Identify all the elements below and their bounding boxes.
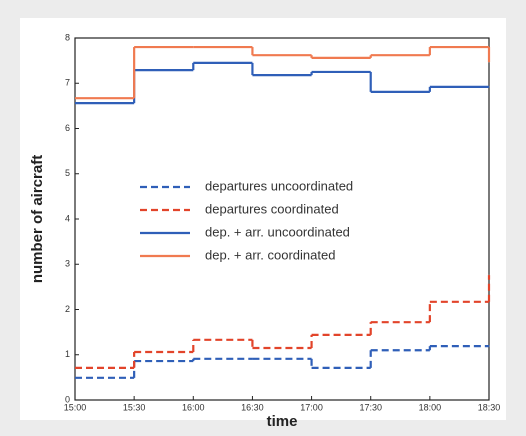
x-tick-label: 15:00 [64,402,87,412]
y-tick-label: 0 [65,394,70,404]
y-tick-label: 1 [65,349,70,359]
y-tick-label: 3 [65,259,70,269]
x-tick-label: 18:00 [419,402,442,412]
legend-label: dep. + arr. coordinated [205,247,335,262]
x-tick-label: 17:00 [300,402,323,412]
y-tick-label: 7 [65,78,70,88]
step-end [488,61,490,63]
y-tick-label: 2 [65,304,70,314]
legend-label: departures coordinated [205,201,339,216]
x-axis-title: time [267,413,298,430]
y-tick-label: 4 [65,213,70,223]
step-end [488,86,490,88]
x-tick-label: 15:30 [123,402,146,412]
legend-label: departures uncoordinated [205,178,353,193]
step-end [488,274,490,276]
panel [20,18,506,420]
y-tick-label: 8 [65,32,70,42]
y-axis-title: number of aircraft [29,155,46,283]
step-end [488,345,490,347]
y-tick-label: 5 [65,168,70,178]
x-tick-label: 16:30 [241,402,264,412]
x-tick-label: 18:30 [478,402,501,412]
x-tick-label: 17:30 [359,402,382,412]
x-tick-label: 16:00 [182,402,205,412]
legend-label: dep. + arr. uncoordinated [205,224,350,239]
y-tick-label: 6 [65,123,70,133]
